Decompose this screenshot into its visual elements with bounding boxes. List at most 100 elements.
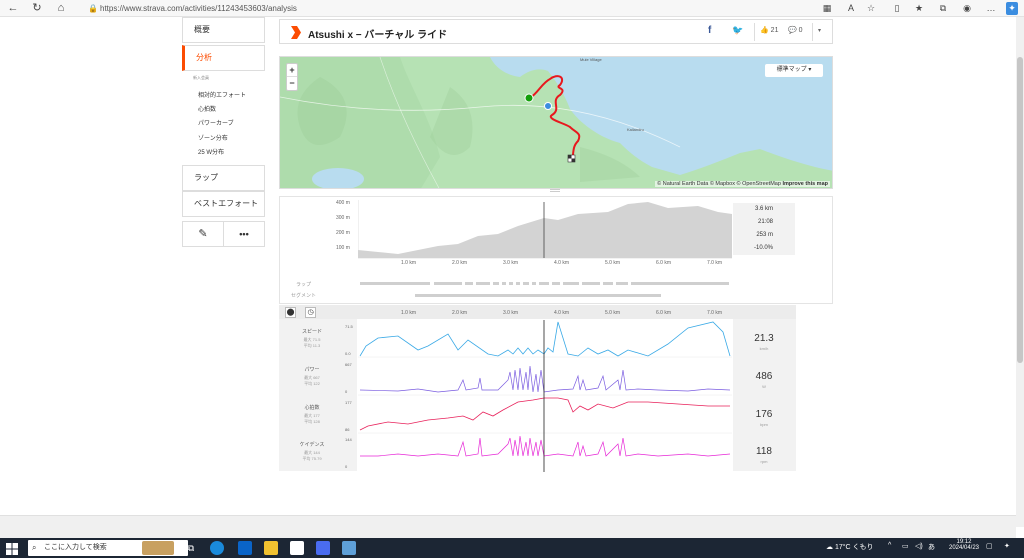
windows-taskbar: ⌕ ここに入力して検索 ⧉ ☁ 17°C くもり ^ ▭ ◁) あ 19:12 …: [0, 538, 1024, 558]
sidebar-item-overview[interactable]: 概要: [182, 17, 265, 43]
elevation-tick: 400 m: [336, 200, 350, 206]
metric-axis-bottom: 0: [345, 464, 348, 469]
split-icon[interactable]: ▦: [822, 3, 832, 13]
sidebar-item-laps[interactable]: ラップ: [182, 165, 265, 191]
x-tick: 7.0 km: [707, 260, 723, 266]
back-icon[interactable]: ←: [7, 2, 19, 14]
improve-map-link[interactable]: Improve this map: [782, 181, 828, 187]
zoom-in-button[interactable]: +: [287, 64, 297, 77]
metric-axis-top: 177: [345, 400, 352, 405]
metric-avg: 平均 122: [304, 381, 320, 386]
pencil-icon: ✎: [198, 228, 208, 240]
favorites-icon[interactable]: ★: [914, 3, 924, 13]
home-icon[interactable]: ⌂: [57, 2, 65, 14]
twitter-icon[interactable]: 🐦: [732, 25, 744, 35]
metric-unit: W: [762, 384, 766, 389]
map-style-dropdown[interactable]: 標準マップ ▾: [765, 64, 823, 77]
metric-unit: km/h: [759, 346, 769, 351]
sidebar-subheading: 新入会員: [193, 75, 209, 80]
extension-icon[interactable]: ◉: [963, 3, 971, 13]
place-label: Mule Village: [580, 57, 602, 62]
elevation-panel: [279, 196, 833, 304]
tray-chevron-icon[interactable]: ^: [888, 542, 892, 549]
comments-button[interactable]: 💬 0: [788, 26, 803, 34]
zoom-out-button[interactable]: −: [289, 78, 295, 88]
metric-avg: 平均 128: [304, 419, 320, 424]
notification-icon[interactable]: ▢: [986, 543, 993, 550]
x-tick: 2.0 km: [452, 260, 468, 266]
clock[interactable]: 19:12 2024/04/23: [946, 539, 982, 551]
sidebar-sub-zone-dist[interactable]: ゾーン分布: [198, 136, 228, 142]
page-scrollbar[interactable]: [1016, 17, 1024, 527]
sidebar-icon[interactable]: ▯: [894, 3, 900, 13]
clock-time: 19:12: [956, 539, 972, 545]
metric-axis-bottom: 86: [345, 427, 350, 432]
route-map[interactable]: Mule Village Kallandru + − 標準マップ ▾ © Nat…: [279, 56, 833, 189]
sidebar-sub-heart-rate[interactable]: 心拍数: [198, 107, 217, 113]
cloud-icon: ☁: [826, 544, 833, 551]
laps-segments-bars[interactable]: [358, 281, 732, 299]
facebook-icon[interactable]: f: [708, 25, 712, 36]
metric-label: スピード: [301, 329, 322, 335]
heart-rate-series: [359, 397, 730, 431]
sidebar-item-best-efforts[interactable]: ベストエフォート: [182, 191, 265, 217]
ime-indicator[interactable]: あ: [928, 544, 935, 551]
kudos-button[interactable]: 👍 21: [760, 26, 778, 34]
sidebar-item-label: 概要: [194, 25, 210, 34]
cadence-series: [360, 435, 731, 457]
strava-chevron-icon: [291, 26, 301, 39]
map-pin-icon: ⬤: [286, 309, 295, 316]
metric-labels-column: [279, 319, 357, 471]
metric-value: 486: [755, 371, 773, 382]
windows-start-icon[interactable]: [6, 542, 18, 555]
sidebar-sub-power-dist[interactable]: 25 W分布: [198, 150, 225, 156]
store-icon[interactable]: [290, 541, 304, 555]
weather-widget[interactable]: ☁ 17°C くもり: [826, 542, 874, 552]
divider: [754, 23, 755, 41]
attribution-osm[interactable]: © OpenStreetMap: [736, 181, 781, 187]
network-icon[interactable]: ▭: [902, 543, 909, 550]
read-aloud-icon[interactable]: A: [847, 3, 854, 13]
map-pin-toggle[interactable]: ⬤: [285, 307, 296, 318]
url-text: https://www.strava.com/activities/112434…: [100, 4, 297, 13]
edge-icon[interactable]: [210, 541, 224, 555]
time-toggle[interactable]: ◷: [305, 307, 316, 318]
attribution-natural-earth[interactable]: © Natural Earth Data: [657, 181, 709, 187]
copilot-icon[interactable]: ✦: [1006, 2, 1018, 15]
file-explorer-icon[interactable]: [264, 541, 278, 555]
task-view-icon[interactable]: ⧉: [187, 543, 195, 553]
more-icon[interactable]: …: [986, 3, 996, 13]
metric-max: 最大 177: [304, 413, 320, 418]
search-highlight-icon[interactable]: [142, 541, 174, 555]
clock-icon: ◷: [307, 309, 314, 316]
favorite-icon[interactable]: ☆: [866, 3, 876, 13]
thumbs-up-icon: 👍: [760, 27, 769, 34]
more-actions-button[interactable]: •••: [223, 221, 265, 247]
map-resize-handle[interactable]: [550, 189, 560, 192]
metric-unit: rpm: [760, 459, 768, 464]
refresh-icon[interactable]: ↻: [32, 2, 42, 14]
metric-value: 21.3: [754, 333, 774, 344]
metric-max: 最大 144: [304, 450, 320, 455]
media-app-icon[interactable]: [316, 541, 330, 555]
elevation-tick: 200 m: [336, 230, 350, 236]
sidebar-sub-power-curve[interactable]: パワーカーブ: [198, 121, 234, 127]
collections-icon[interactable]: ⧉: [939, 3, 947, 13]
stat-time: 21:08: [757, 219, 773, 225]
app-icon[interactable]: [342, 541, 356, 555]
volume-icon[interactable]: ◁): [915, 543, 923, 550]
mail-icon[interactable]: [238, 541, 252, 555]
elevation-tick: 300 m: [336, 215, 350, 221]
sidebar-item-analysis[interactable]: 分析: [182, 45, 265, 71]
elevation-tick: 100 m: [336, 245, 350, 251]
metrics-chart[interactable]: [358, 320, 732, 472]
metric-axis-bottom: 0.0: [345, 351, 351, 356]
copilot-taskbar-icon[interactable]: ✦: [1004, 543, 1010, 550]
edit-button[interactable]: ✎: [182, 221, 224, 247]
address-bar[interactable]: 🔒 https://www.strava.com/activities/1124…: [86, 2, 806, 15]
attribution-mapbox[interactable]: © Mapbox: [709, 181, 735, 187]
chevron-down-icon[interactable]: ▾: [818, 28, 822, 34]
sidebar-sub-relative-effort[interactable]: 相対的エフォート: [198, 93, 247, 99]
elevation-chart[interactable]: [358, 200, 732, 260]
metric-unit: bpm: [760, 422, 768, 427]
